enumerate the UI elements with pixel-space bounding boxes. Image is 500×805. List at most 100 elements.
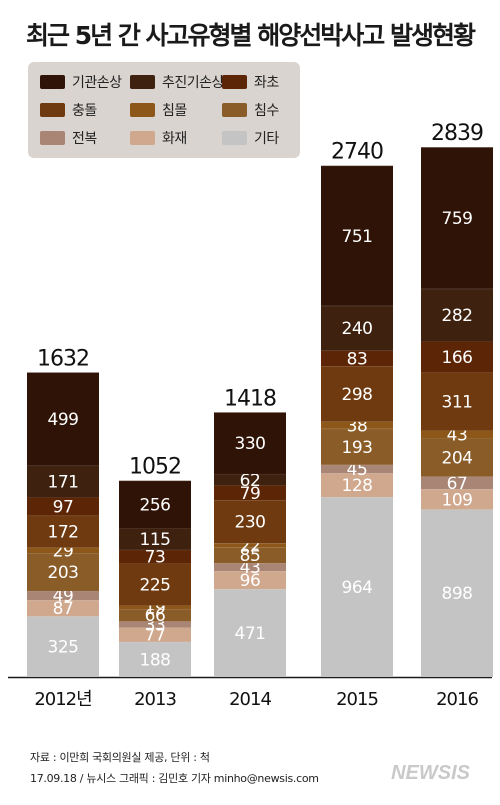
bar-segment [27,600,99,617]
legend-swatch [222,103,247,117]
segment-value-label: 128 [342,476,373,496]
legend-item: 화재 [130,128,187,148]
bar-segment [214,473,286,486]
legend-label: 침몰 [162,103,187,119]
segment-value-label: 225 [140,576,171,596]
source-note: 자료 : 이만희 국회의원실 제공, 단위 : 척 [30,751,210,764]
bar-segment [119,609,191,622]
bar-segment [214,589,286,677]
bar-segment [421,476,493,490]
legend-label: 침수 [254,103,279,119]
legend-item: 기타 [222,128,279,148]
bar-segment [214,543,286,548]
segment-value-label: 79 [240,484,261,504]
bar-segment [214,412,286,474]
bar-segment [27,616,99,677]
segment-value-label: 256 [140,496,171,516]
segment-value-label: 751 [342,227,373,247]
bar-segment [119,563,191,606]
bar-segment [119,480,191,529]
bar-segment [321,350,393,367]
segment-value-label: 171 [48,473,79,493]
segment-value-label: 77 [145,626,166,646]
segment-value-label: 499 [48,410,79,430]
bar-total-label: 2740 [331,140,383,165]
segment-value-label: 240 [342,319,373,339]
legend-swatch [130,75,155,89]
segment-value-label: 759 [442,209,473,229]
bar-segment [119,605,191,610]
legend-label: 전복 [72,131,97,147]
legend-item: 전복 [40,128,97,148]
segment-value-label: 203 [48,563,79,583]
legend-item: 좌초 [222,72,279,92]
bar-total-label: 2839 [431,121,483,146]
segment-value-label: 62 [240,471,261,491]
bar-segment [421,372,493,431]
bar-segment [27,590,99,601]
segment-value-label: 193 [342,438,373,458]
bar-segment [119,627,191,642]
bar-segment [119,641,191,677]
bar-segment [421,430,493,439]
bar-segment [321,366,393,422]
segment-value-label: 43 [447,426,468,446]
segment-value-label: 330 [235,434,266,454]
legend-item: 침수 [222,100,279,120]
bar-total-label: 1418 [224,386,276,411]
segment-value-label: 298 [342,385,373,405]
segment-value-label: 898 [442,584,473,604]
legend-label: 기타 [254,131,279,147]
legend-item: 침몰 [130,100,187,120]
segment-value-label: 325 [48,638,79,658]
legend-label: 충돌 [72,103,97,119]
segment-value-label: 73 [145,548,166,568]
x-tick-label: 2016 [436,689,478,710]
x-tick-label: 2012년 [34,689,91,710]
segment-value-label: 87 [53,599,74,619]
segment-value-label: 85 [240,546,261,566]
bar-segment [119,621,191,628]
newsis-logo: NEWSIS [391,762,470,784]
chart-title: 최근 5년 간 사고유형별 해양선박사고 발생현황 [26,21,476,50]
segment-value-label: 964 [342,578,373,598]
bar-segment [421,341,493,373]
bar-segment [321,421,393,429]
legend-label: 기관손상 [72,75,122,91]
legend-label: 화재 [162,131,187,147]
segment-value-label: 311 [442,392,473,412]
bar-segment [27,372,99,466]
x-tick-label: 2013 [134,689,176,710]
bar-total-label: 1052 [129,455,181,480]
legend-swatch [130,103,155,117]
bar-segment [27,497,99,516]
bar-segment [421,509,493,677]
legend-swatch [222,131,247,145]
segment-value-label: 166 [442,348,473,368]
segment-value-label: 172 [48,523,79,543]
bar-segment [214,547,286,564]
bar-segment [214,563,286,572]
legend-swatch [40,75,65,89]
legend-label: 추진기손상 [162,75,224,91]
stacked-bar-chart: 3258749203291729717149916322012년18877336… [8,121,493,710]
legend-swatch [40,131,65,145]
bar-total-label: 1632 [37,346,89,371]
legend-swatch [130,131,155,145]
segment-value-label: 67 [447,474,468,494]
x-tick-label: 2014 [229,689,271,710]
segment-value-label: 115 [140,530,171,550]
segment-value-label: 43 [240,558,261,578]
bar-segment [321,305,393,351]
bar-segment [421,288,493,342]
segment-value-label: 471 [235,624,266,644]
legend-item: 기관손상 [40,72,122,92]
segment-value-label: 230 [235,513,266,533]
bar-segment [27,515,99,548]
bar-segment [214,571,286,590]
credit-note: 17.09.18 / 뉴시스 그래픽 : 김민호 기자 minho@newsis… [30,772,319,785]
bar-segment [421,147,493,289]
bar-segment [214,500,286,544]
segment-value-label: 96 [240,571,261,591]
